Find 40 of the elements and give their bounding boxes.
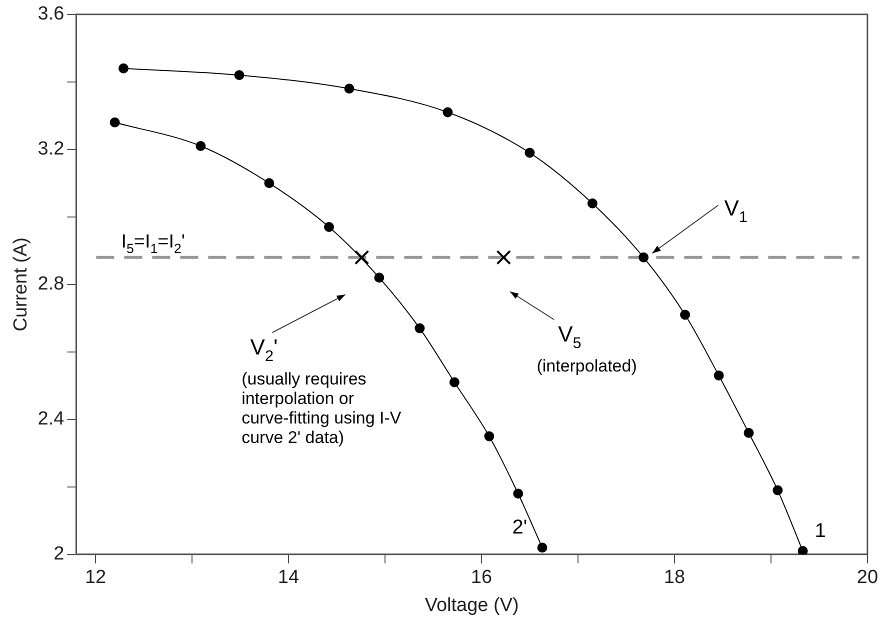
y-tick-label: 3.6 (38, 4, 64, 25)
point (537, 542, 548, 553)
point (496, 250, 512, 265)
point (414, 323, 425, 334)
point (324, 222, 334, 232)
point (587, 198, 598, 208)
y-axis-title: Current (A) (10, 237, 32, 332)
y-tick-label: 2.8 (38, 274, 64, 295)
point (484, 431, 494, 442)
series-label: 2' (512, 516, 528, 539)
point (714, 370, 724, 381)
point (354, 250, 370, 265)
x-tick-label: 14 (278, 567, 300, 588)
point (110, 117, 120, 128)
x-axis-title: Voltage (V) (424, 594, 519, 616)
point (798, 546, 808, 554)
point (744, 428, 754, 438)
point (513, 488, 524, 499)
x-tick-label: 18 (664, 567, 686, 588)
point (772, 485, 783, 496)
point (638, 252, 649, 262)
point (264, 178, 274, 188)
y-tick-label: 2.4 (38, 408, 65, 430)
point (524, 148, 535, 158)
x-tick-label: 16 (470, 567, 492, 588)
x-tick-label: 12 (84, 567, 106, 588)
series-label: 1 (814, 520, 826, 542)
point (680, 310, 690, 320)
point (374, 272, 384, 283)
point (234, 70, 244, 80)
point (344, 84, 354, 94)
x-tick-label: 20 (856, 567, 878, 588)
y-tick-label: 3.2 (38, 138, 64, 160)
point (196, 141, 206, 152)
annotation: (interpolated) (536, 356, 637, 376)
point (118, 63, 128, 74)
point (449, 377, 460, 388)
annotation: (usually requires interpolation or curve-fitting using I-V curve 2' data) (242, 369, 402, 447)
y-tick-label: 2 (54, 544, 64, 565)
point (442, 107, 453, 118)
